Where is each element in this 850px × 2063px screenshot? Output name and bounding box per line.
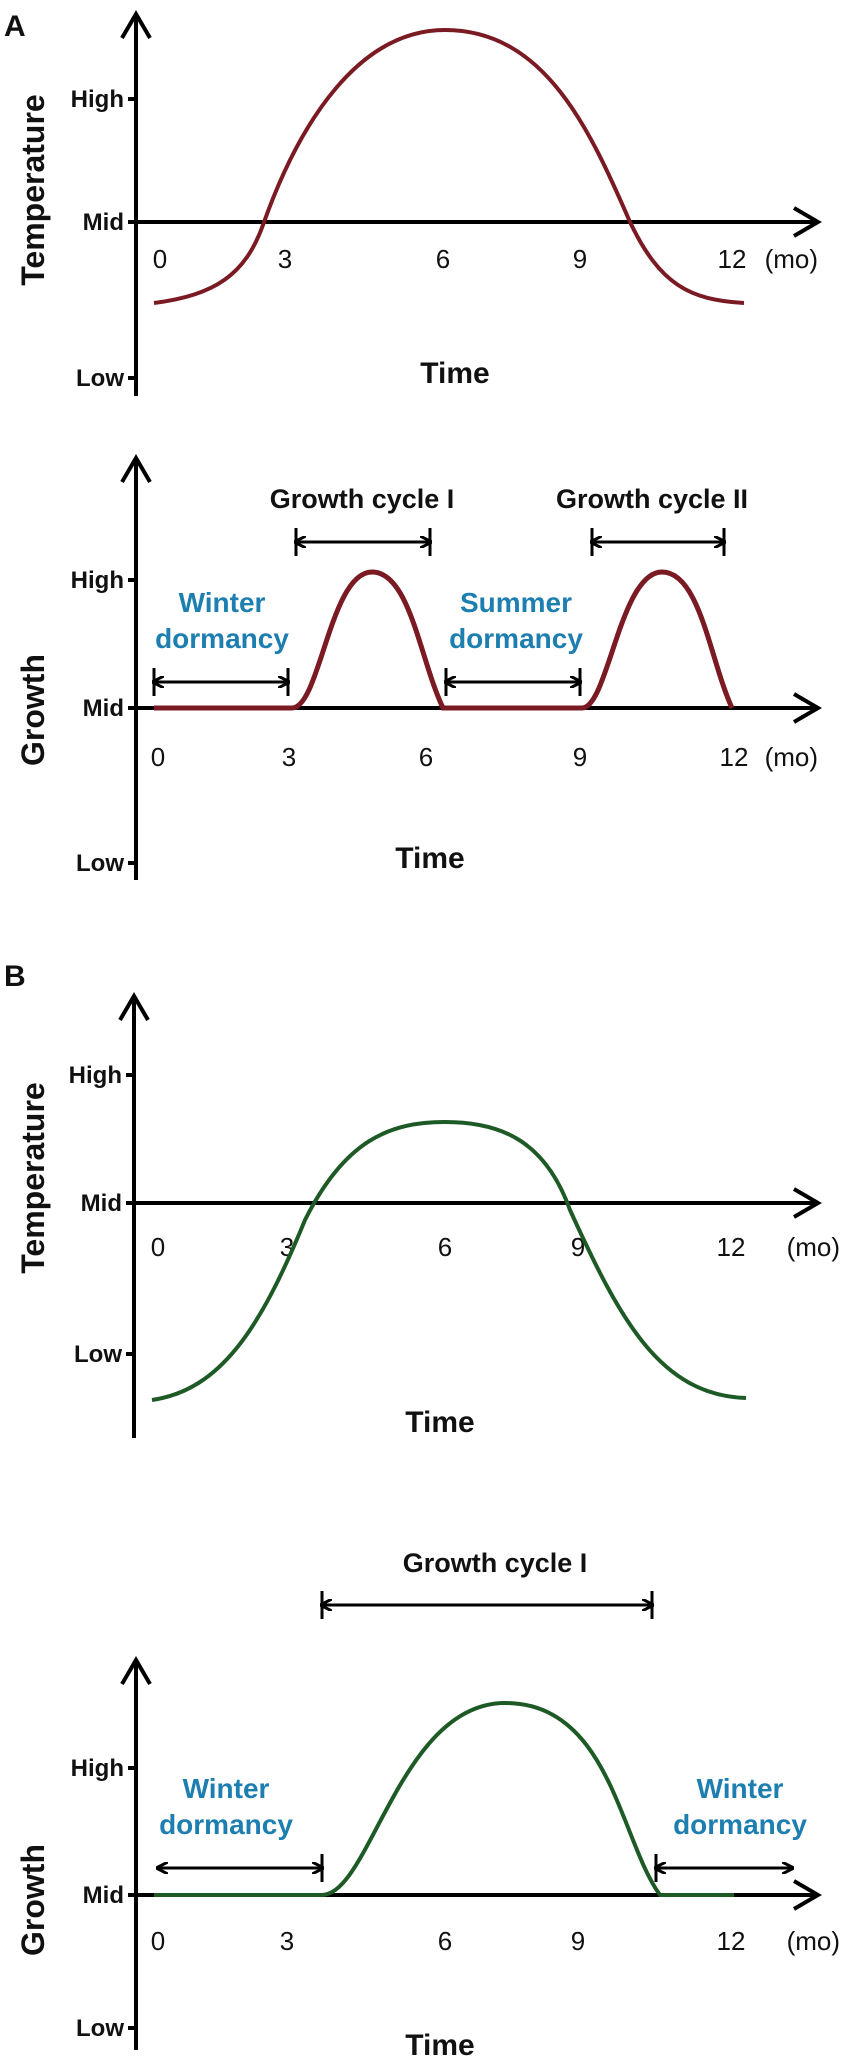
chart-a-growth: High Mid Low Growth 0 3 6 9 12 (mo) Time… [15,454,822,880]
x-unit: (mo) [787,1232,840,1262]
x-axis-title: Time [395,842,464,875]
growth-cycle-label-1: Growth cycle I [270,484,455,514]
x-axis-arrowhead [792,206,822,238]
x-tick-6: 6 [436,244,450,274]
level-mid: Mid [81,1190,122,1217]
x-tick-12: 12 [720,742,749,772]
x-tick-12: 12 [718,244,747,274]
growth-curve [154,1700,734,1897]
chart-b-temperature: High Mid Low Temperature 0 3 6 9 12 (mo)… [15,992,840,1439]
dormancy-label-winter-2-line2: dormancy [673,1809,807,1840]
dormancy-label-winter-2-line1: Winter [697,1773,784,1804]
y-axis-title: Growth [15,1844,51,1956]
level-high: High [71,86,124,113]
dormancy-label-summer-line1: Summer [460,587,572,618]
level-mid: Mid [83,1882,124,1909]
chart-a-temperature: High Mid Low Temperature 0 3 6 9 12 (mo)… [15,10,822,396]
y-axis-title: Temperature [15,1082,51,1273]
x-tick-9: 9 [573,742,587,772]
y-axis-arrowhead [120,10,152,40]
x-tick-6: 6 [419,742,433,772]
x-axis-title: Time [420,357,489,390]
x-tick-0: 0 [151,742,165,772]
x-tick-9: 9 [571,1926,585,1956]
dormancy-label-winter-line1: Winter [179,587,266,618]
dormancy-label-winter-line2: dormancy [155,623,289,654]
x-tick-3: 3 [280,1926,294,1956]
x-tick-12: 12 [717,1232,746,1262]
x-tick-6: 6 [438,1926,452,1956]
x-tick-3: 3 [282,742,296,772]
x-tick-6: 6 [438,1232,452,1262]
x-unit: (mo) [765,742,818,772]
x-unit: (mo) [765,244,818,274]
y-axis-title: Growth [15,654,51,766]
x-tick-12: 12 [717,1926,746,1956]
y-axis-arrowhead [120,454,152,484]
growth-cycle-label-1: Growth cycle I [403,1548,588,1578]
level-high: High [71,1755,124,1782]
dormancy-label-summer-line2: dormancy [449,623,583,654]
level-low: Low [76,365,124,392]
x-tick-3: 3 [278,244,292,274]
x-unit: (mo) [787,1926,840,1956]
panel-letter-b: B [4,960,26,993]
growth-curve [154,569,735,711]
y-axis-arrowhead [120,1656,152,1686]
x-tick-0: 0 [151,1232,165,1262]
y-axis-arrowhead [118,992,150,1022]
chart-b-growth: High Mid Low Growth 0 3 6 9 12 (mo) Time… [15,1548,840,2062]
x-axis-arrowhead [792,692,822,724]
x-axis-arrowhead [792,1187,822,1219]
x-tick-0: 0 [153,244,167,274]
dormancy-label-winter-1-line1: Winter [183,1773,270,1804]
level-mid: Mid [83,695,124,722]
level-low: Low [76,2015,124,2042]
x-tick-0: 0 [151,1926,165,1956]
x-axis-title: Time [405,1406,474,1439]
x-axis-arrowhead [792,1879,822,1911]
x-axis-title: Time [405,2029,474,2062]
temperature-curve [153,27,745,305]
x-tick-9: 9 [573,244,587,274]
level-low: Low [76,850,124,877]
level-low: Low [74,1341,122,1368]
level-high: High [71,567,124,594]
level-mid: Mid [83,209,124,236]
level-high: High [69,1062,122,1089]
y-axis-title: Temperature [15,94,51,285]
panel-letter-a: A [4,10,26,43]
dormancy-label-winter-1-line2: dormancy [159,1809,293,1840]
temperature-curve [151,1119,747,1402]
growth-cycle-label-2: Growth cycle II [556,484,748,514]
